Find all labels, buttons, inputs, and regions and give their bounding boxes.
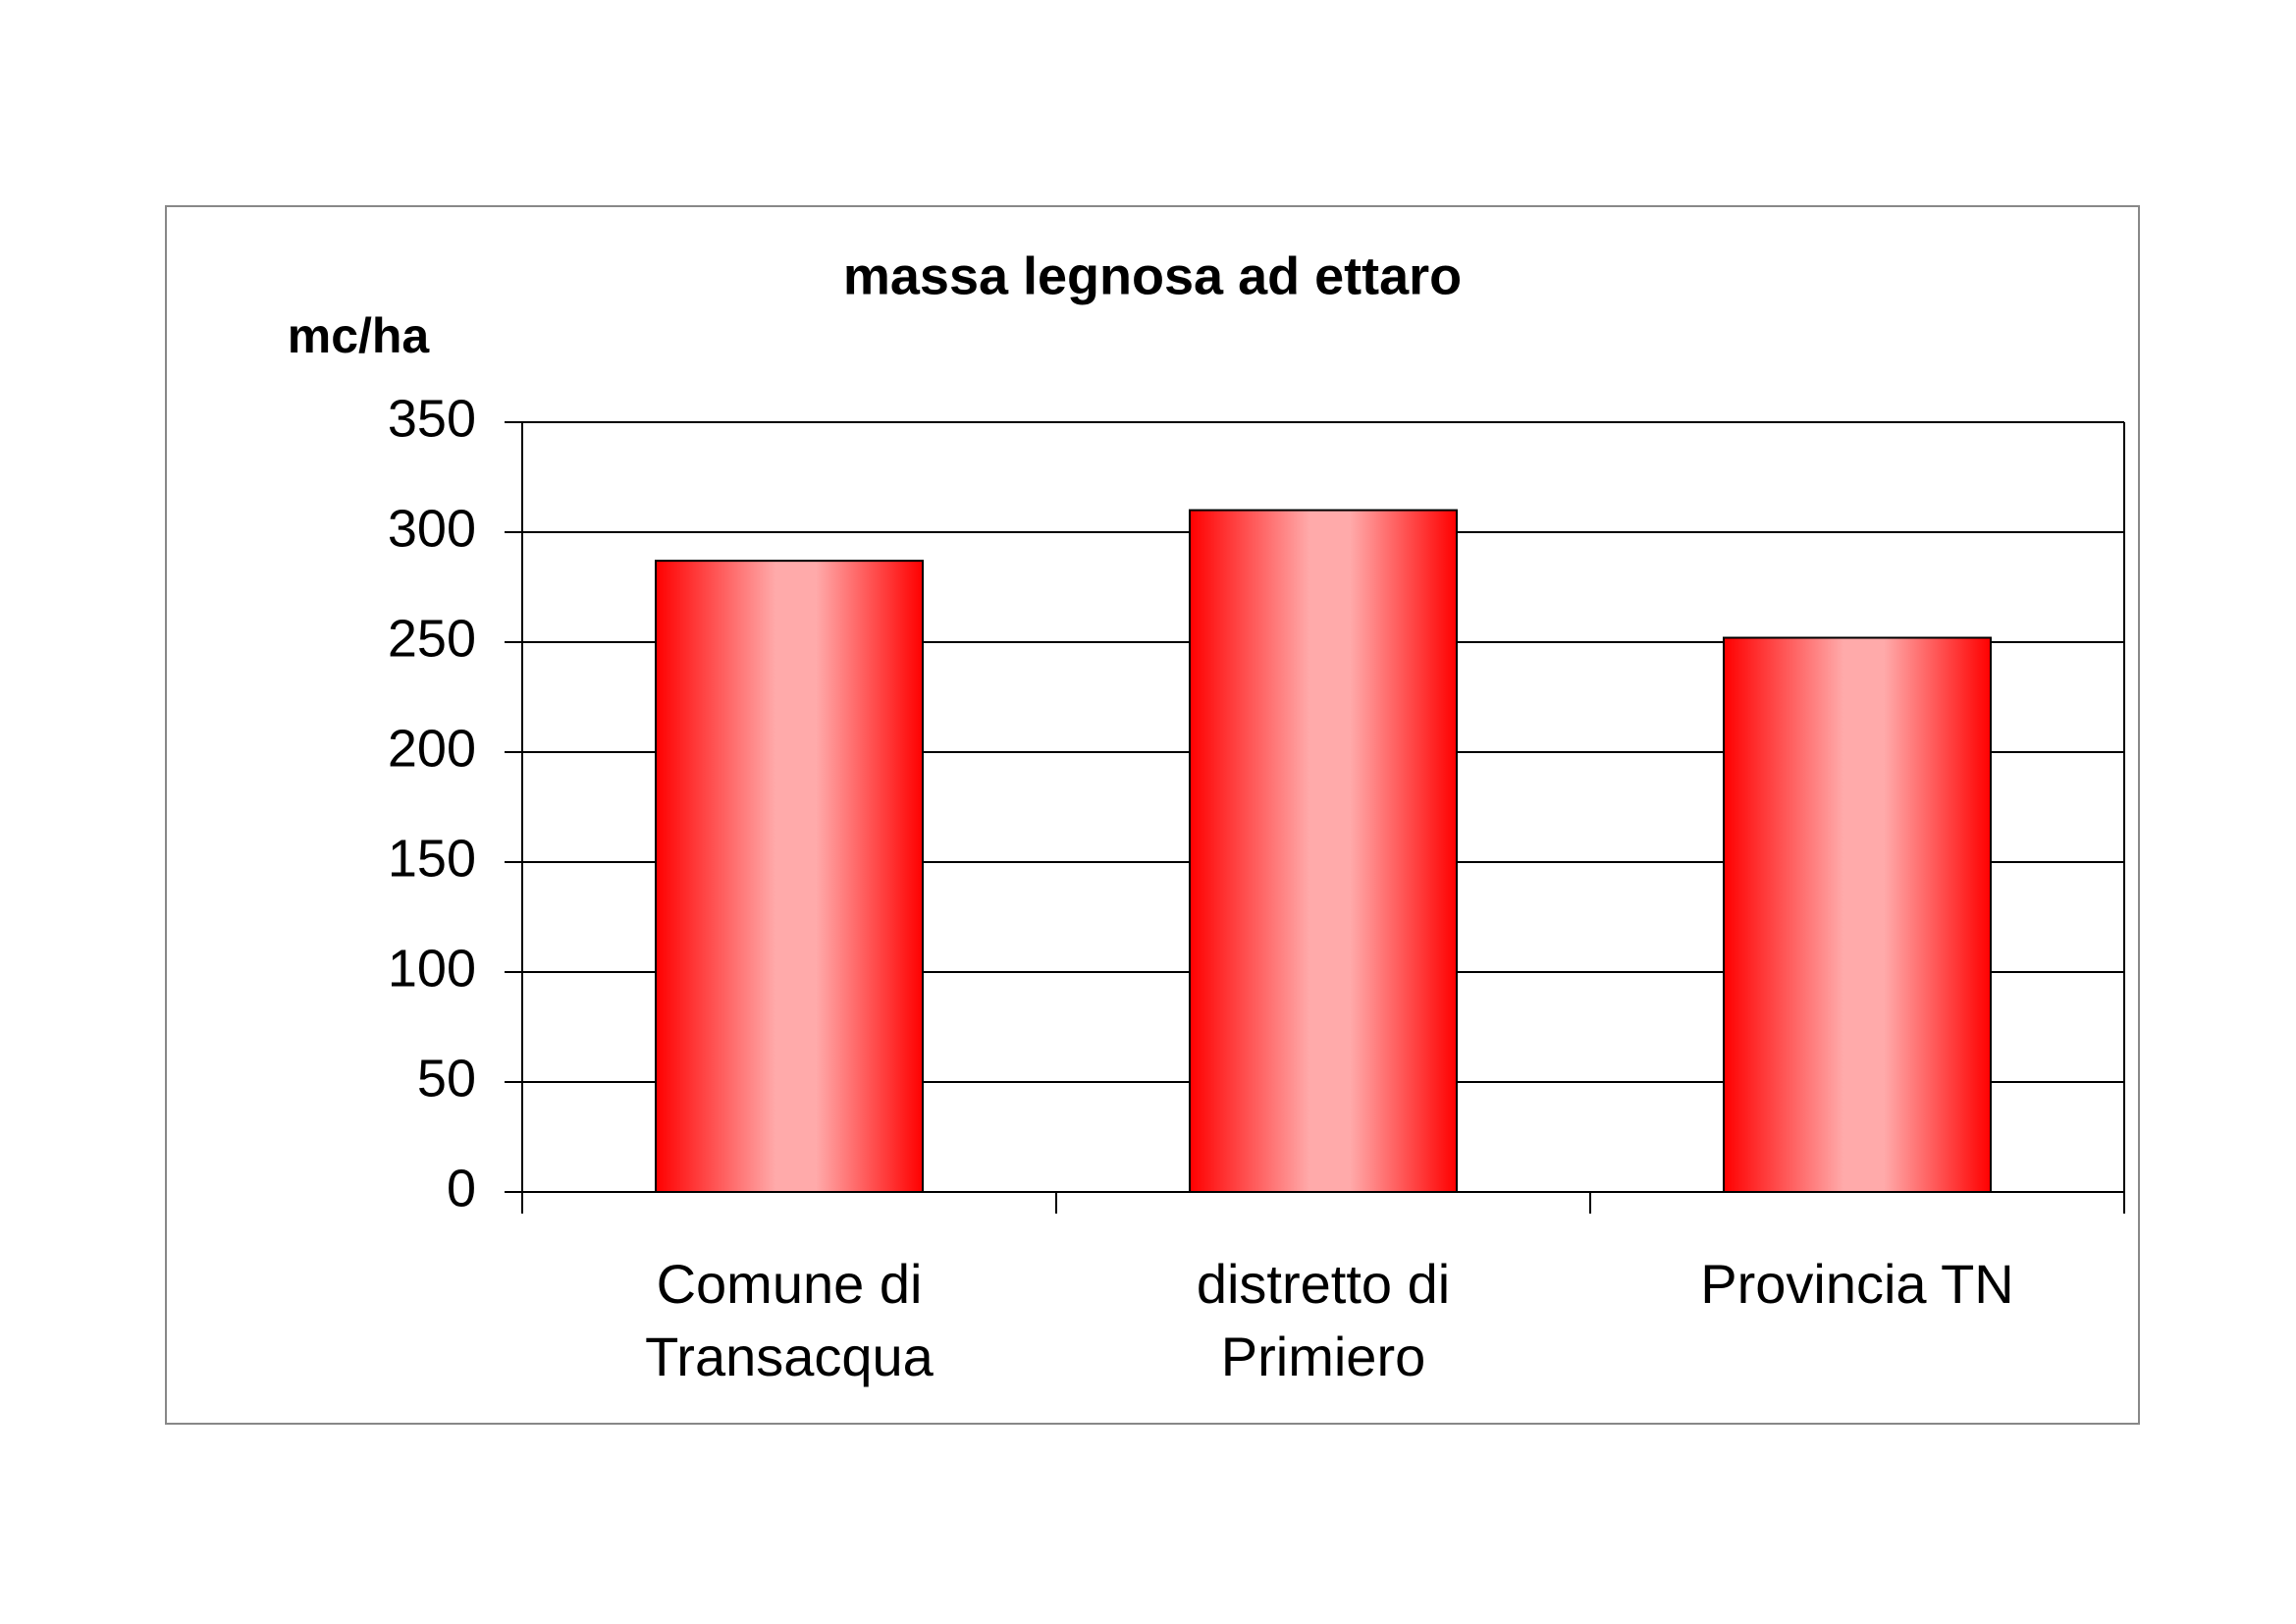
y-tick-label: 250 <box>388 609 476 668</box>
y-tick-label: 300 <box>388 499 476 558</box>
bar <box>1189 509 1458 1193</box>
y-tick-label: 350 <box>388 389 476 448</box>
x-tick-label: distretto di Primiero <box>1196 1253 1451 1387</box>
y-tick-label: 100 <box>388 939 476 998</box>
x-tick-label: Provincia TN <box>1700 1253 2014 1315</box>
bar <box>655 560 924 1193</box>
y-tick-label: 200 <box>388 719 476 778</box>
y-tick-label: 50 <box>417 1049 476 1108</box>
y-axis-label: mc/ha <box>288 308 431 363</box>
y-tick-label: 0 <box>447 1159 476 1218</box>
bar <box>1723 636 1992 1193</box>
y-tick-label: 150 <box>388 829 476 888</box>
x-tick-label: Comune di Transacqua <box>645 1253 934 1387</box>
chart-title: massa legnosa ad ettaro <box>843 246 1462 305</box>
